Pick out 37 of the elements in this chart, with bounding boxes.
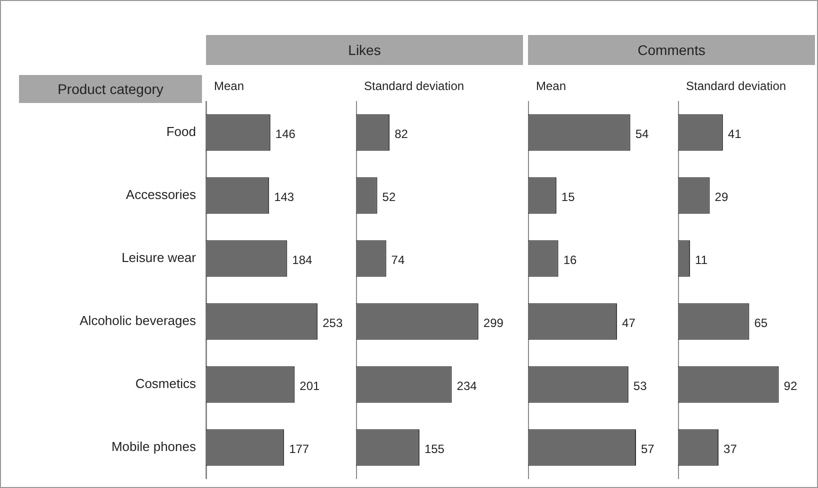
data-label: 65 [754, 316, 768, 330]
y-tick-label: Accessories [126, 187, 196, 202]
data-label: 54 [635, 126, 649, 141]
y-tick-label: Cosmetics [135, 376, 196, 392]
data-label: 37 [724, 442, 738, 456]
y-tick-label: Alcoholic beverages [80, 313, 196, 328]
data-label: 52 [382, 190, 396, 204]
data-label: 16 [563, 252, 577, 267]
data-label: 201 [300, 378, 320, 393]
data-label: 177 [289, 442, 310, 456]
text: Comments [528, 35, 815, 65]
data-label: 143 [274, 190, 294, 204]
data-label: 41 [728, 126, 742, 141]
chart-title: Mean [214, 79, 244, 93]
data-label: 234 [456, 378, 478, 393]
data-label: 11 [695, 252, 708, 267]
data-label: 47 [622, 316, 636, 330]
data-label: 74 [391, 252, 405, 267]
y-tick-label: Mobile phones [111, 439, 196, 454]
data-label: 53 [633, 378, 648, 393]
chart-title: Mean [536, 79, 566, 93]
text: Likes [206, 35, 523, 65]
data-label: 92 [784, 378, 798, 393]
data-label: 82 [394, 126, 408, 141]
data-label: 299 [483, 316, 504, 330]
y-tick-label: Food [166, 124, 196, 140]
data-label: 184 [292, 252, 313, 267]
chart-title: Standard deviation [686, 79, 786, 93]
y-tick-label: Leisure wear [122, 250, 197, 266]
data-label: 146 [275, 126, 296, 141]
chart-title: Standard deviation [364, 79, 464, 93]
data-label: 29 [714, 190, 728, 204]
data-label: 155 [424, 442, 445, 456]
y-axis-title: Product category [19, 75, 202, 103]
data-label: 253 [322, 316, 343, 330]
data-label: 15 [561, 190, 576, 204]
data-label: 57 [641, 442, 655, 456]
